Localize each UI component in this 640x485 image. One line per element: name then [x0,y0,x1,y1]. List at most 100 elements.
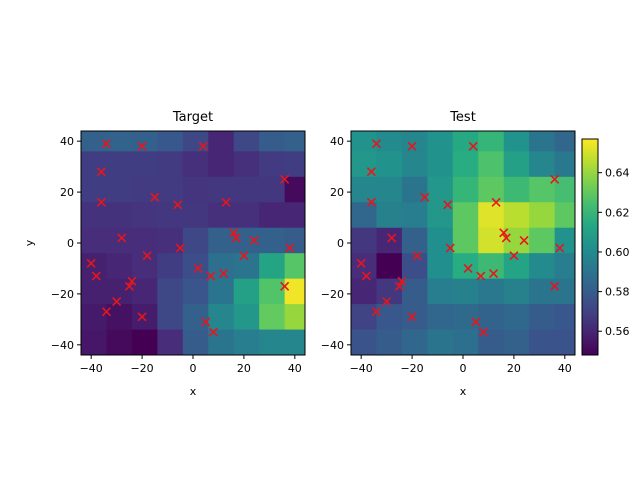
sample-point-marker [471,317,481,327]
heatmap-cell [157,304,184,330]
sample-point-marker [443,200,453,210]
target-y-label: y [23,239,36,246]
sample-point-marker [550,174,560,184]
heatmap-cell [106,131,133,152]
heatmap-cell [452,329,479,356]
sample-point-marker [150,192,160,202]
heatmap-cell [284,176,306,203]
heatmap-cell [259,176,286,203]
heatmap-cell [427,278,454,305]
heatmap-cell [81,202,107,229]
heatmap-cell [554,304,576,330]
x-tick-label: −20 [400,362,423,375]
heatmap-cell [376,253,403,280]
heatmap-cell [157,176,184,203]
test-sample-points [356,139,565,337]
heatmap-cell [478,278,505,305]
heatmap-cell [233,329,260,356]
heatmap-cell [529,253,556,280]
heatmap-cell [233,176,260,203]
heatmap-cell [106,278,133,305]
heatmap-cell [208,151,235,178]
heatmap-cell [259,131,286,152]
heatmap-cell [503,131,530,152]
colorbar-tick-label: 0.58 [605,286,630,299]
heatmap-cell [259,253,286,280]
heatmap-cell [106,329,133,356]
heatmap-cell [401,131,428,152]
heatmap-cell [259,227,286,254]
x-tick-label: −20 [130,362,153,375]
heatmap-cell [131,151,158,178]
heatmap-cell [376,151,403,178]
heatmap-cell [233,151,260,178]
sample-point-marker [208,327,218,337]
heatmap-cell [182,329,209,356]
heatmap-cell [157,151,184,178]
heatmap-cell [259,202,286,229]
y-tick-label: −20 [51,288,74,301]
x-tick-label: 40 [288,362,302,375]
sample-point-marker [124,281,134,291]
test-heatmap-cells [351,131,576,356]
heatmap-cell [106,176,133,203]
heatmap-cell [376,329,403,356]
colorbar-tick-label: 0.56 [605,325,630,338]
sample-point-marker [285,243,295,253]
sample-point-marker [463,263,473,274]
sample-point-marker [366,197,376,207]
heatmap-cell [529,227,556,254]
sample-point-marker [366,167,376,177]
y-tick-label: 0 [67,237,74,250]
heatmap-cell [182,278,209,305]
test-title: Test [449,110,476,125]
colorbar-gradient [582,139,598,355]
sample-point-marker [280,281,290,291]
sample-point-marker [501,233,511,243]
colorbar-tick-label: 0.62 [605,206,630,219]
sample-point-marker [519,235,529,246]
heatmap-cell [182,227,209,254]
heatmap-cell [478,131,505,152]
heatmap-cell [106,202,133,229]
heatmap-cell [503,151,530,178]
heatmap-cell [554,253,576,280]
x-tick-label: 20 [237,362,251,375]
heatmap-cell [208,202,235,229]
heatmap-cell [554,176,576,203]
heatmap-cell [503,329,530,356]
sample-point-marker [221,197,231,207]
y-tick-label: −40 [51,339,74,352]
sample-point-marker [555,243,565,253]
heatmap-cell [452,176,479,203]
sample-point-marker [445,243,455,253]
heatmap-cell [452,151,479,178]
heatmap-cell [233,131,260,152]
colorbar: 0.56 0.58 0.60 0.62 0.64 [581,138,630,356]
heatmap-cell [554,329,576,356]
sample-point-marker [509,251,519,261]
heatmap-cell [284,202,306,229]
heatmap-cell [529,202,556,229]
heatmap-cell [131,329,158,356]
heatmap-cell [351,176,377,203]
heatmap-cell [478,304,505,330]
sample-point-marker [371,139,382,149]
sample-point-marker [356,258,366,268]
heatmap-cell [81,329,107,356]
heatmap-cell [554,278,576,305]
heatmap-cell [182,202,209,229]
x-tick-label: 0 [460,362,467,375]
sample-point-marker [394,281,404,291]
sample-point-marker [218,268,229,279]
heatmap-cell [284,329,306,356]
heatmap-cell [351,329,377,356]
heatmap-cell [427,131,454,152]
heatmap-cell [529,131,556,152]
sample-point-marker [193,263,203,274]
heatmap-cell [529,176,556,203]
target-y-ticks: −40 −20 0 20 40 [51,135,81,352]
heatmap-cell [81,278,107,305]
heatmap-cell [376,202,403,229]
heatmap-cell [81,176,107,203]
